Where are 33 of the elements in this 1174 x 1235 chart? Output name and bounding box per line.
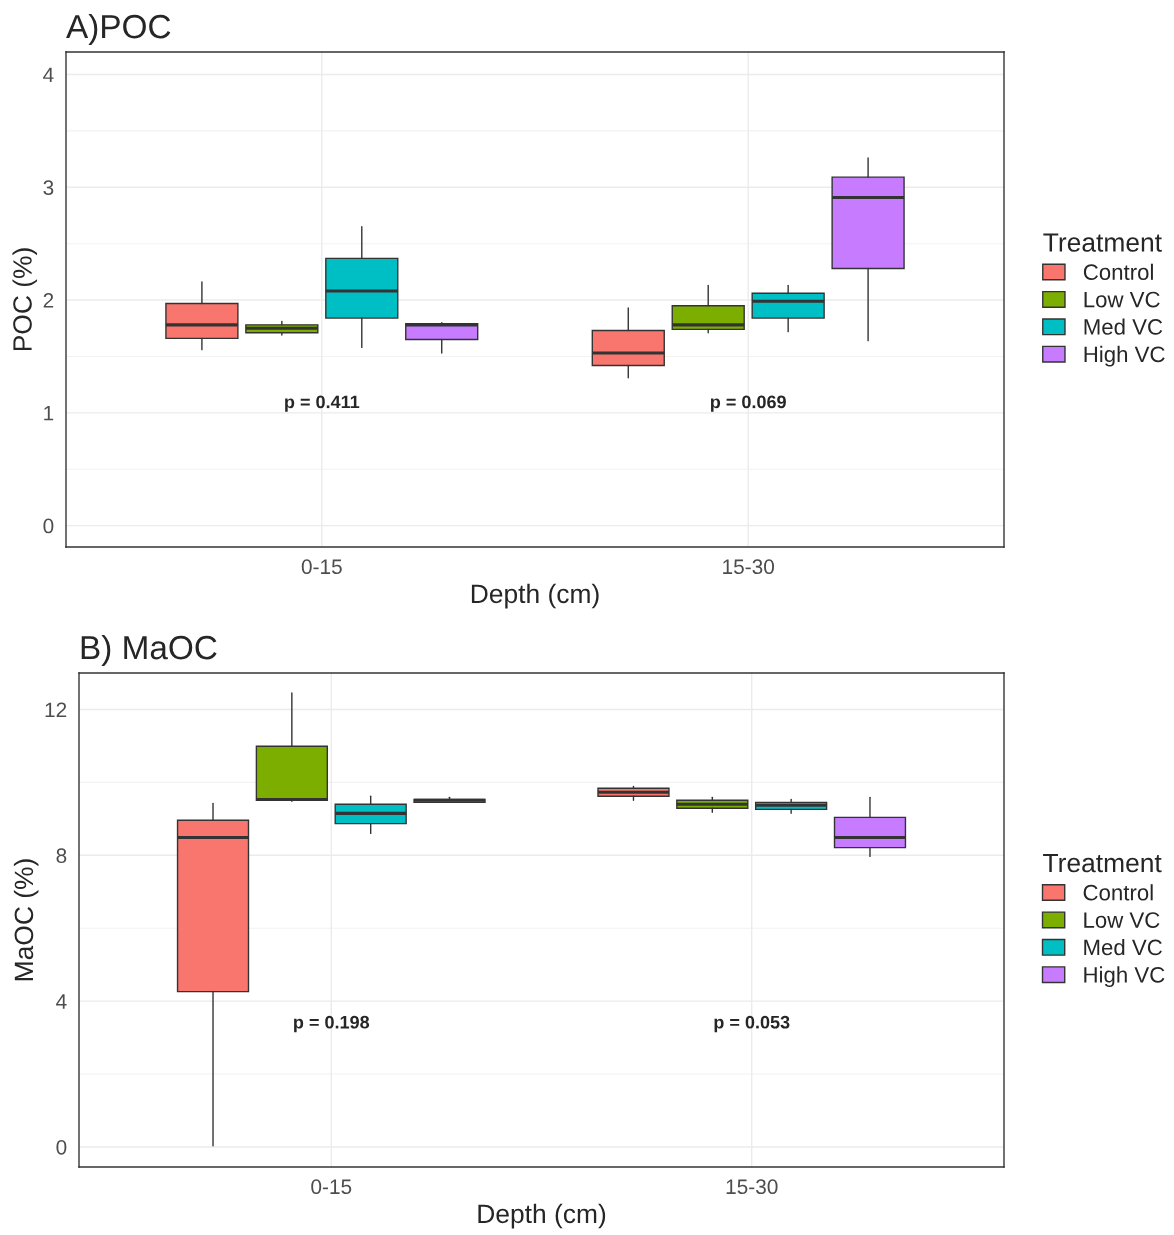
legend-label: Med VC bbox=[1084, 938, 1162, 956]
y-tick-label: 8 bbox=[56, 848, 67, 864]
legend-label: Control bbox=[1083, 263, 1153, 281]
x-tick-label: 0-15 bbox=[301, 559, 342, 575]
annotation: p = 0.069 bbox=[710, 395, 786, 412]
legend-label: High VC bbox=[1084, 345, 1165, 367]
y-tick-label: 4 bbox=[43, 67, 54, 83]
y-tick-label: 1 bbox=[44, 406, 54, 421]
legend-title: Treatment bbox=[1043, 233, 1162, 252]
x-tick-label: 15-30 bbox=[726, 1179, 778, 1195]
legend-label: Low VC bbox=[1084, 912, 1160, 928]
legend-label: Med VC bbox=[1084, 318, 1163, 335]
chart-title: B) MaOC bbox=[81, 634, 217, 667]
chart-title: A)POC bbox=[66, 13, 171, 46]
x-axis-title: Depth (cm) bbox=[478, 1203, 606, 1229]
legend-label: Low VC bbox=[1084, 291, 1160, 308]
y-axis-title: POC (%) bbox=[12, 248, 38, 351]
annotation: p = 0.053 bbox=[714, 1015, 790, 1033]
annotation: p = 0.411 bbox=[285, 395, 360, 412]
y-tick-label: 3 bbox=[43, 180, 54, 196]
annotation: p = 0.198 bbox=[294, 1015, 370, 1033]
legend-label: High VC bbox=[1084, 966, 1165, 988]
legend-label: Control bbox=[1083, 884, 1153, 901]
y-tick-label: 12 bbox=[45, 702, 67, 718]
x-axis-title: Depth (cm) bbox=[471, 583, 599, 609]
y-tick-label: 4 bbox=[56, 994, 67, 1009]
legend-title: Treatment bbox=[1043, 853, 1162, 873]
x-tick-label: 0-15 bbox=[311, 1179, 352, 1195]
y-tick-label: 0 bbox=[43, 518, 54, 534]
x-tick-label: 15-30 bbox=[723, 559, 775, 575]
y-tick-label: 2 bbox=[43, 293, 54, 308]
y-axis-title: MaOC (%) bbox=[13, 859, 39, 981]
y-tick-label: 0 bbox=[56, 1139, 67, 1155]
